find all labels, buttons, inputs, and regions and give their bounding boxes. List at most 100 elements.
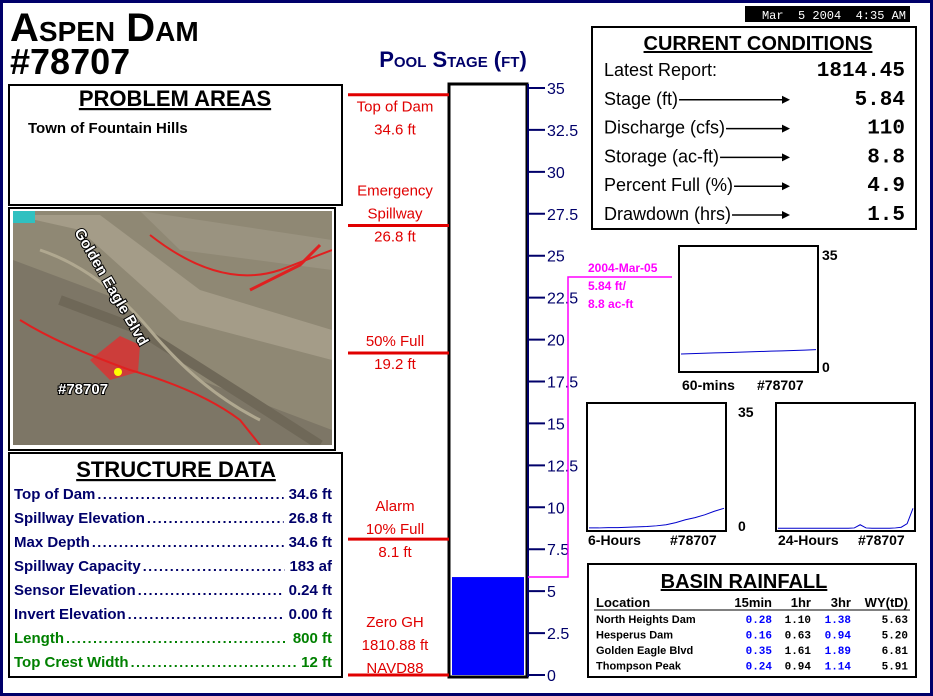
arrow-head — [782, 95, 790, 104]
structure-label: Spillway Capacity — [14, 558, 141, 575]
rain-value: 5.20 — [882, 631, 908, 643]
condition-value: 110 — [867, 118, 905, 141]
y-tick-label: 17.5 — [547, 375, 578, 392]
condition-label: Drawdown (hrs) — [604, 204, 731, 224]
annotation-text: 2004-Mar-05 — [588, 261, 658, 275]
y-tick-label: 25 — [547, 249, 565, 266]
gauge-level — [452, 577, 524, 675]
site-label: #78707 — [58, 381, 108, 398]
chart-station: #78707 — [757, 377, 804, 393]
mini-chart-frame — [775, 402, 916, 532]
y-tick-label: 35 — [547, 81, 565, 98]
y-tick-label: 30 — [547, 165, 565, 182]
y-tick-label: 12.5 — [547, 458, 578, 475]
panel-title: CURRENT CONDITIONS — [644, 33, 873, 55]
column-header: 3hr — [831, 595, 851, 610]
condition-label: Discharge (cfs) — [604, 118, 725, 138]
map-frame — [8, 207, 336, 451]
marker-label: 8.1 ft — [378, 544, 412, 561]
marker-label: NAVD88 — [366, 660, 423, 677]
rain-value: 0.94 — [825, 631, 852, 643]
conditions-panel — [591, 26, 917, 230]
arrow-head — [782, 153, 790, 162]
structure-value: 0.24 ft — [289, 582, 332, 599]
y-tick-label: 27.5 — [547, 207, 578, 224]
condition-label: Stage (ft) — [604, 89, 678, 109]
marker-label: 50% Full — [366, 333, 424, 350]
marker-label: 1810.88 ft — [362, 637, 430, 654]
arrow-head — [782, 211, 790, 219]
structure-panel — [8, 452, 343, 678]
rain-value: 0.94 — [785, 662, 812, 674]
y-tick-label: 7.5 — [547, 542, 569, 559]
chart-label: 24-Hours — [778, 532, 839, 548]
rainfall-panel — [587, 563, 917, 678]
rain-value: 5.63 — [882, 615, 909, 627]
condition-value: 5.84 — [855, 89, 905, 112]
series-line — [680, 349, 817, 355]
gauge-title: Pool Stage (ft) — [379, 47, 527, 72]
annotation-bracket — [528, 276, 672, 578]
y-tick-label: 0 — [738, 518, 746, 534]
column-header: WY(tD) — [865, 595, 908, 610]
chart-label: 60-mins — [682, 377, 735, 393]
rain-value: 0.63 — [785, 631, 812, 643]
panel-title: PROBLEM AREAS — [79, 86, 271, 111]
structure-label: Top Crest Width — [14, 654, 129, 671]
marker-label: 19.2 ft — [374, 356, 417, 373]
series-line — [589, 507, 725, 529]
y-tick-label: 5 — [547, 584, 556, 601]
structure-value: 26.8 ft — [289, 510, 332, 527]
mini-chart-frame — [678, 245, 819, 373]
problem-areas-panel — [8, 84, 343, 206]
y-tick-label: 0 — [822, 359, 830, 375]
structure-value: 34.6 ft — [289, 534, 332, 551]
structure-label: Top of Dam — [14, 486, 95, 503]
panel-title: BASIN RAINFALL — [661, 571, 828, 593]
problem-area: Town of Fountain Hills — [28, 120, 188, 137]
annotation-text: 5.84 ft/ — [588, 279, 627, 293]
marker-label: 34.6 ft — [374, 122, 417, 139]
structure-value: 12 ft — [301, 654, 332, 671]
column-header: 15min — [734, 595, 772, 610]
marker-label: Alarm — [375, 498, 414, 515]
rain-value: 1.38 — [825, 615, 852, 627]
arrow-head — [782, 124, 790, 133]
location: Golden Eagle Blvd — [596, 645, 693, 657]
structure-label: Sensor Elevation — [14, 582, 136, 599]
timestamp: Mar 5 2004 4:35 AM — [762, 9, 906, 23]
condition-value: 1.5 — [867, 204, 905, 227]
rain-value: 0.24 — [746, 662, 773, 674]
y-tick-label: 0 — [547, 668, 556, 685]
chart-station: #78707 — [858, 532, 905, 548]
column-header: Location — [596, 595, 650, 610]
structure-label: Max Depth — [14, 534, 90, 551]
condition-label: Storage (ac-ft) — [604, 146, 719, 166]
rain-value: 0.28 — [746, 615, 773, 627]
condition-value: 1814.45 — [817, 60, 905, 83]
page-title: Aspen Dam — [10, 6, 199, 50]
condition-label: Percent Full (%) — [604, 175, 733, 195]
map-image — [13, 211, 332, 445]
arrow-head — [782, 182, 790, 191]
location: Thompson Peak — [596, 661, 682, 673]
y-tick-label: 10 — [547, 500, 565, 517]
rain-value: 5.91 — [882, 662, 909, 674]
chart-station: #78707 — [670, 532, 717, 548]
y-tick-label: 35 — [738, 404, 754, 420]
column-header: 1hr — [791, 595, 811, 610]
station-id: #78707 — [10, 41, 130, 82]
marker-label: Spillway — [367, 206, 423, 223]
structure-value: 0.00 ft — [289, 606, 332, 623]
marker-label: Zero GH — [366, 614, 424, 631]
y-tick-label: 32.5 — [547, 123, 578, 140]
rain-value: 1.89 — [825, 646, 851, 658]
rain-value: 0.35 — [746, 646, 773, 658]
marker-label: 26.8 ft — [374, 229, 417, 246]
rain-value: 0.16 — [746, 631, 772, 643]
location: North Heights Dam — [596, 614, 696, 626]
structure-value: 800 ft — [293, 630, 332, 647]
mini-chart-frame — [586, 402, 727, 532]
